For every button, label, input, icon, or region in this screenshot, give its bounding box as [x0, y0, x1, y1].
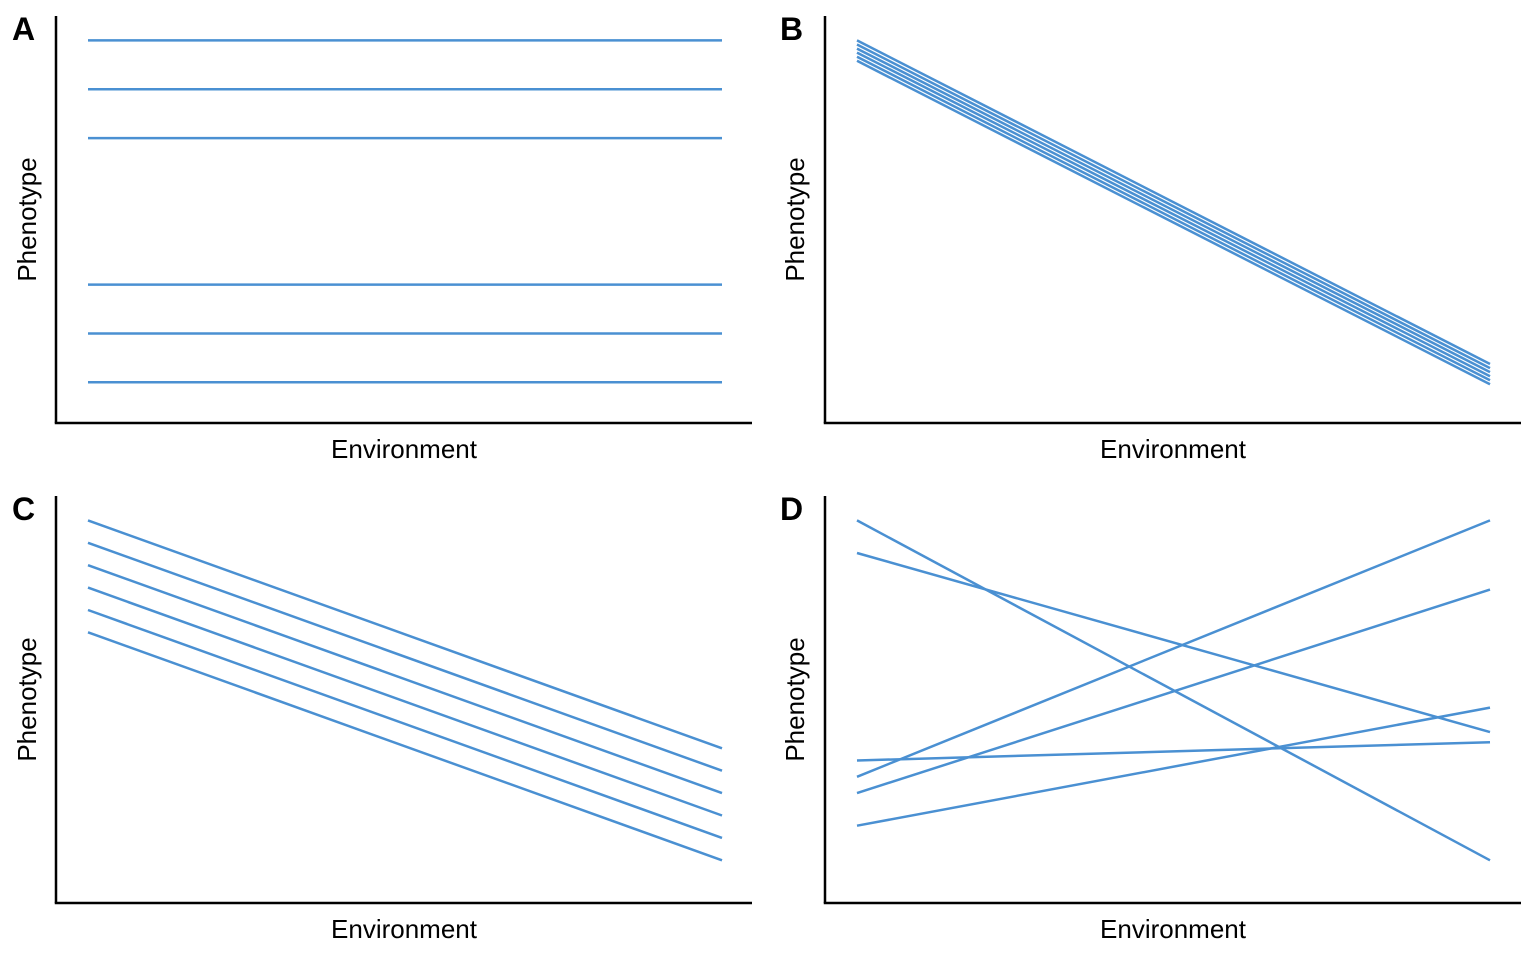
- series-line-6: [87, 631, 723, 862]
- series-line-5: [856, 55, 1491, 382]
- y-axis-label: Phenotype: [780, 157, 810, 281]
- series-line-4: [856, 51, 1491, 378]
- series-line-1: [856, 39, 1491, 366]
- y-axis-label: Phenotype: [780, 637, 810, 761]
- series-line-2: [87, 541, 723, 772]
- y-axis-label: Phenotype: [12, 157, 42, 281]
- panel-c: C Environment Phenotype: [12, 491, 752, 944]
- series-line-4: [87, 586, 723, 817]
- series-line-6: [856, 706, 1491, 827]
- series-line-1: [87, 519, 723, 750]
- series-line-5: [87, 608, 723, 840]
- x-axis-label: Environment: [331, 434, 478, 464]
- series-line-2: [856, 43, 1491, 370]
- series-line-5: [856, 740, 1491, 762]
- x-axis-label: Environment: [1100, 914, 1247, 944]
- series-line-3: [87, 564, 723, 795]
- panel-letter: C: [12, 491, 35, 527]
- series-line-2: [856, 551, 1491, 734]
- x-axis-label: Environment: [331, 914, 478, 944]
- x-axis-label: Environment: [1100, 434, 1247, 464]
- panel-letter: D: [780, 491, 803, 527]
- series-line-3: [856, 519, 1491, 778]
- series-line-3: [856, 47, 1491, 374]
- y-axis-label: Phenotype: [12, 637, 42, 761]
- panel-d: D Environment Phenotype: [780, 491, 1521, 944]
- panel-letter: B: [780, 11, 803, 47]
- panel-letter: A: [12, 11, 35, 47]
- panel-b: B Environment Phenotype: [780, 11, 1521, 464]
- series-line-4: [856, 588, 1491, 795]
- panel-a: A Environment Phenotype: [12, 11, 752, 464]
- series-line-6: [856, 59, 1491, 386]
